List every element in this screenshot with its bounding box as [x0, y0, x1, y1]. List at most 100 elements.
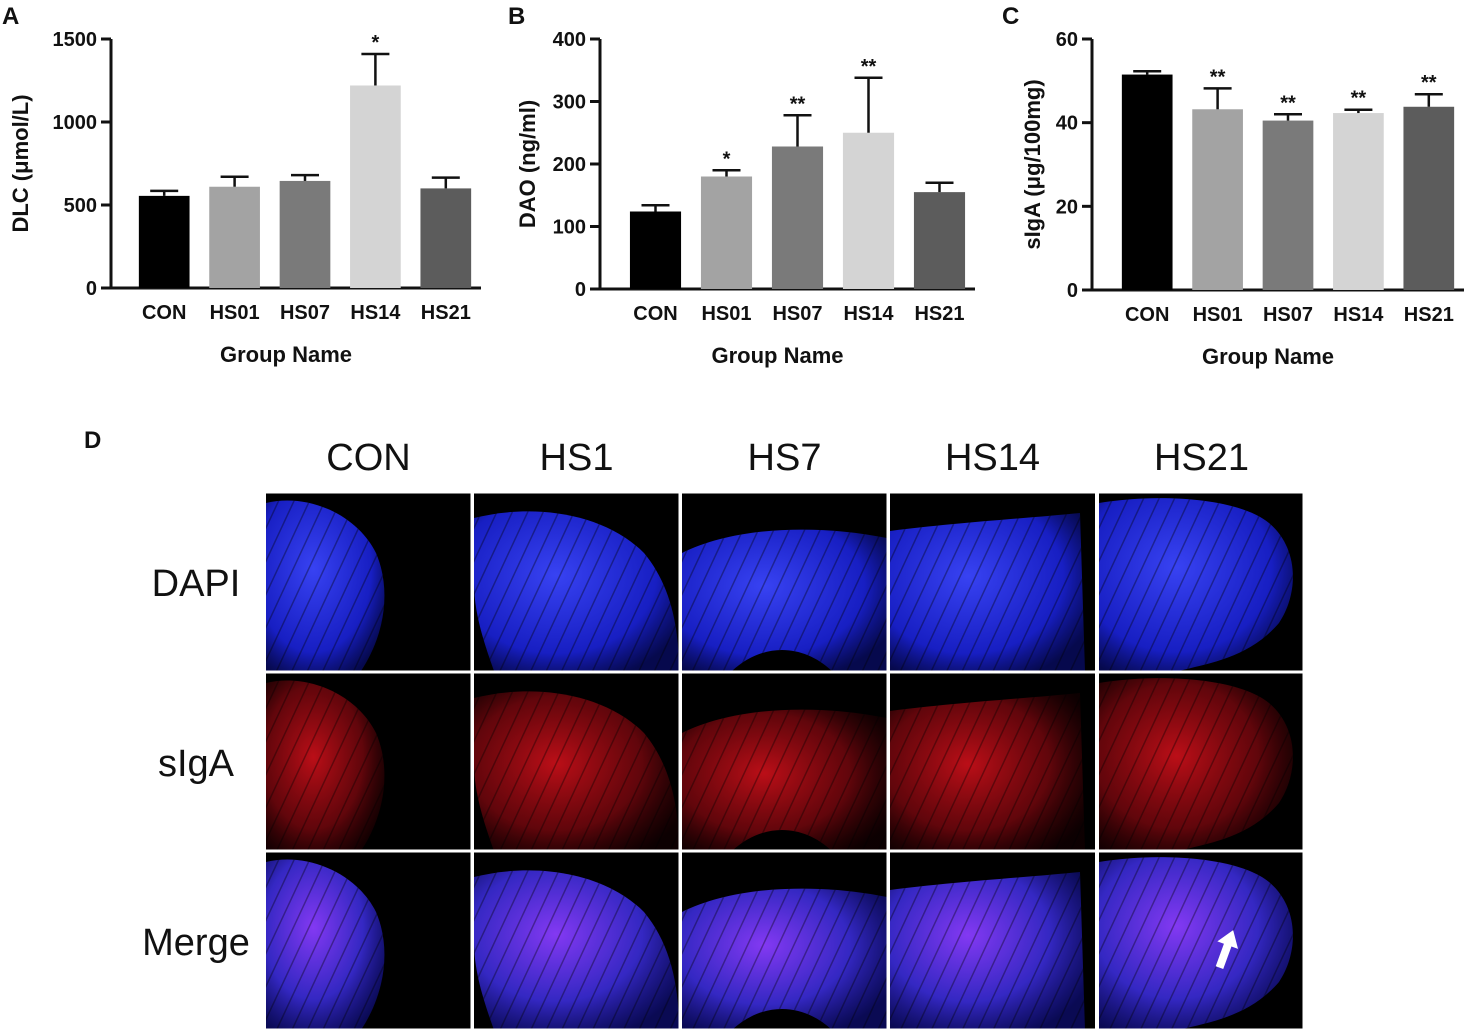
- row-header-merge: Merge: [142, 922, 250, 964]
- y-axis-title: sIgA (μg/100mg): [1020, 79, 1045, 249]
- y-axis-title: DLC (μmol/L): [8, 94, 33, 232]
- micrograph-dapi-con: [266, 493, 471, 671]
- arrow-shaft: [1215, 941, 1233, 970]
- x-axis-title: Group Name: [220, 342, 352, 367]
- micrograph-dapi-hs21: [1099, 493, 1304, 671]
- tissue-texture: [890, 513, 1085, 671]
- micrograph-dapi-hs14: [890, 493, 1095, 671]
- y-tick-label: 0: [1067, 280, 1078, 302]
- bar-hs21: [913, 192, 966, 289]
- micrograph-siga-hs14: [890, 673, 1095, 851]
- micrograph-dapi-hs1: [474, 493, 679, 671]
- x-tick-label: HS21: [421, 302, 471, 324]
- bar-con: [629, 211, 682, 289]
- x-tick-label: HS07: [772, 303, 822, 325]
- tissue-texture: [266, 859, 385, 1030]
- tissue-texture: [1099, 857, 1293, 1030]
- significance-mark: **: [1421, 72, 1437, 94]
- y-tick-label: 100: [553, 217, 586, 239]
- arrow-head: [1217, 930, 1239, 949]
- y-tick-label: 400: [553, 29, 586, 51]
- micrograph-merge-hs1: [474, 852, 679, 1030]
- x-tick-label: HS01: [701, 303, 751, 325]
- tissue-texture: [1099, 678, 1293, 851]
- micrograph-dapi-hs7: [682, 493, 887, 671]
- bar-con: [1121, 74, 1173, 290]
- significance-mark: **: [1351, 88, 1367, 110]
- y-tick-label: 1500: [53, 29, 98, 51]
- x-tick-label: HS21: [914, 303, 964, 325]
- column-header-hs14: HS14: [945, 437, 1040, 479]
- bar-hs14: [1333, 113, 1384, 290]
- significance-mark: **: [1280, 92, 1296, 114]
- chart-panel-a: A 0 500 1000 1500 DLC (μmol/L) CON HS01 HS07 * HS1…: [2, 3, 481, 367]
- x-tick-label: HS14: [1333, 304, 1384, 326]
- chart-panel-b: B 0 100 200 300 400 DAO (ng/ml) CON * HS01 ** HS07 *…: [508, 3, 975, 368]
- column-header-hs7: HS7: [748, 437, 822, 479]
- significance-mark: **: [790, 93, 806, 115]
- bar-hs07: [279, 180, 331, 288]
- tissue-texture: [890, 693, 1085, 851]
- column-header-hs1: HS1: [540, 437, 614, 479]
- significance-mark: *: [723, 148, 731, 170]
- micrograph-panel-d: D CON HS1 HS7 HS14 HS21 DAPI sIgA Merge: [84, 427, 1306, 1030]
- panel-letter-b: B: [508, 3, 525, 30]
- column-header-hs21: HS21: [1154, 437, 1249, 479]
- y-tick-label: 40: [1056, 113, 1078, 135]
- x-tick-label: HS14: [843, 303, 894, 325]
- panel-letter-d: D: [84, 427, 101, 454]
- micrograph-merge-con: [266, 852, 471, 1030]
- y-tick-label: 0: [86, 278, 97, 300]
- bar-hs07: [771, 146, 824, 289]
- x-tick-label: HS07: [1263, 304, 1313, 326]
- y-tick-label: 1000: [53, 112, 98, 134]
- tissue-texture: [682, 709, 887, 851]
- micrograph-siga-hs1: [474, 673, 679, 851]
- x-tick-label: CON: [1125, 304, 1169, 326]
- tissue-texture: [1099, 498, 1293, 671]
- y-tick-label: 20: [1056, 196, 1078, 218]
- micrograph-siga-con: [266, 673, 471, 851]
- y-tick-label: 0: [575, 279, 586, 301]
- column-header-con: CON: [326, 437, 410, 479]
- micrograph-merge-hs21: [1099, 852, 1304, 1030]
- tissue-texture: [890, 872, 1085, 1030]
- x-tick-label: HS07: [280, 302, 330, 324]
- x-tick-label: CON: [633, 303, 677, 325]
- bar-hs14: [842, 132, 895, 289]
- bar-hs07: [1262, 120, 1314, 290]
- micrograph-siga-hs21: [1099, 673, 1304, 851]
- bar-hs14: [350, 85, 401, 288]
- significance-mark: **: [1210, 66, 1226, 88]
- x-axis-title: Group Name: [1202, 344, 1334, 369]
- tissue-texture: [474, 870, 679, 1030]
- y-tick-label: 200: [553, 154, 586, 176]
- y-tick-label: 60: [1056, 29, 1078, 51]
- micrograph-merge-hs14: [890, 852, 1095, 1030]
- tissue-texture: [474, 511, 679, 671]
- arrow-indicator: [1215, 930, 1239, 970]
- bar-hs01: [209, 186, 260, 288]
- row-header-siga: sIgA: [158, 743, 235, 785]
- bar-hs21: [420, 188, 472, 288]
- tissue-texture: [682, 529, 887, 671]
- significance-mark: **: [861, 56, 877, 78]
- row-header-dapi: DAPI: [152, 563, 241, 605]
- tissue-texture: [474, 691, 679, 851]
- significance-mark: *: [372, 32, 380, 54]
- x-tick-label: HS01: [1193, 304, 1243, 326]
- micrograph-siga-hs7: [682, 673, 887, 851]
- x-axis-title: Group Name: [711, 343, 843, 368]
- x-tick-label: HS14: [350, 302, 401, 324]
- y-tick-label: 500: [64, 195, 97, 217]
- tissue-texture: [266, 680, 385, 851]
- chart-panel-c: C 0 20 40 60 sIgA (μg/100mg) CON ** HS01 ** HS07 **…: [1002, 3, 1464, 369]
- bar-hs21: [1403, 106, 1455, 291]
- bar-hs01: [1192, 109, 1243, 290]
- bar-con: [138, 195, 190, 288]
- x-tick-label: HS01: [210, 302, 260, 324]
- tissue-texture: [682, 888, 887, 1030]
- tissue-texture: [266, 500, 385, 671]
- x-tick-label: CON: [142, 302, 186, 324]
